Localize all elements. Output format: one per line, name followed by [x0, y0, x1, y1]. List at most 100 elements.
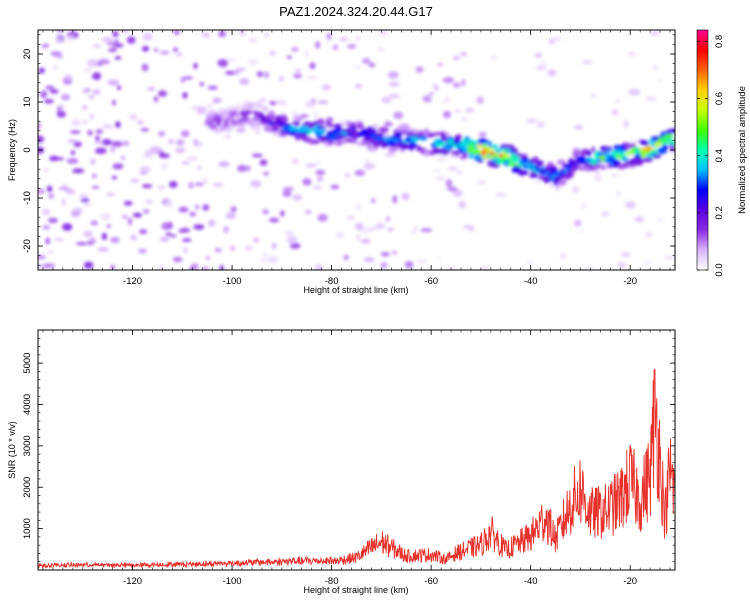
heatmap-cell	[262, 209, 269, 215]
heatmap-cell	[322, 137, 327, 143]
heatmap-cell	[138, 248, 147, 254]
heatmap-cell	[611, 173, 619, 177]
heatmap-cell	[42, 224, 51, 230]
heatmap-cell	[560, 252, 566, 260]
heatmap-cell	[662, 144, 668, 151]
heatmap-cell	[495, 192, 507, 197]
heatmap-cell	[366, 144, 371, 148]
heatmap-cell	[106, 192, 116, 197]
heatmap-cell	[409, 144, 415, 151]
heatmap-cell	[436, 154, 448, 163]
heatmap-cell	[560, 179, 567, 184]
heatmap-cell	[130, 178, 140, 183]
heatmap-cell	[188, 181, 194, 189]
colorbar-tick-label: 0.0	[714, 263, 725, 276]
heatmap-cell	[606, 148, 613, 152]
heatmap-cell	[158, 153, 170, 159]
heatmap-cell	[532, 179, 542, 185]
heatmap-cell	[168, 181, 178, 188]
heatmap-cell	[88, 95, 95, 99]
heatmap-cell	[140, 128, 150, 132]
y-tick-label: 5000	[22, 353, 33, 374]
heatmap-cell	[271, 242, 277, 250]
heatmap-cell	[583, 162, 592, 167]
heatmap-cell	[374, 136, 384, 142]
heatmap-cell	[397, 138, 404, 145]
heatmap-cell	[191, 263, 199, 270]
heatmap-cell	[305, 100, 316, 108]
snr-y-axis-label: SNR (10 * v/v)	[7, 421, 17, 479]
heatmap-cell	[302, 178, 312, 186]
colorbar-gradient	[696, 29, 709, 271]
heatmap-cell	[458, 200, 466, 209]
heatmap-cell	[214, 247, 223, 253]
heatmap-cell	[355, 84, 363, 89]
heatmap-cell	[83, 230, 94, 238]
heatmap-cell	[145, 200, 154, 204]
heatmap-cell	[378, 30, 388, 36]
heatmap-cell	[251, 153, 263, 158]
heatmap-cell	[419, 135, 428, 141]
heatmap-cell	[245, 109, 252, 115]
heatmap-cell	[279, 76, 284, 82]
heatmap-cell	[594, 171, 601, 176]
x-tick-label: -80	[325, 276, 339, 287]
heatmap-cell	[101, 139, 112, 146]
heatmap-cell	[122, 215, 128, 219]
heatmap-cell	[653, 65, 658, 70]
heatmap-cell	[142, 32, 153, 41]
heatmap-cell	[616, 190, 621, 198]
x-tick-label: -60	[424, 576, 438, 587]
heatmap-cell	[645, 95, 657, 102]
heatmap-cell	[586, 150, 592, 157]
heatmap-cell	[591, 146, 596, 154]
heatmap-cell	[87, 130, 93, 136]
heatmap-cell	[362, 140, 372, 145]
snr-ticks: -120 -100 -80 -60 -40 -20 1000 2000 3000 4000 5000	[22, 329, 675, 587]
heatmap-cell	[340, 134, 346, 139]
heatmap-cell	[156, 185, 167, 190]
heatmap-cell	[112, 163, 124, 170]
heatmap-cell	[229, 245, 236, 251]
heatmap-cell	[101, 123, 114, 130]
y-tick-label: -20	[22, 239, 33, 253]
heatmap-cell	[278, 122, 285, 126]
heatmap-cell	[46, 185, 53, 193]
heatmap-cell	[534, 52, 542, 59]
heatmap-cell	[282, 190, 292, 198]
heatmap-cell	[212, 97, 221, 104]
heatmap-cell	[366, 136, 371, 142]
heatmap-cell	[392, 195, 398, 204]
heatmap-cell	[534, 164, 540, 171]
heatmap-cell	[80, 197, 90, 203]
heatmap-cell	[672, 139, 675, 146]
heatmap-cell	[641, 150, 649, 156]
heatmap-cell	[158, 90, 167, 97]
heatmap-cell	[91, 173, 97, 179]
heatmap-cell	[332, 44, 339, 51]
heatmap-cell	[182, 76, 194, 80]
heatmap-cell	[476, 143, 483, 148]
heatmap-cell	[235, 128, 246, 133]
x-tick-label: -80	[325, 576, 339, 587]
heatmap-cell	[205, 255, 210, 261]
heatmap-cell	[172, 256, 183, 263]
heatmap-cell	[452, 82, 461, 88]
heatmap-cell	[364, 159, 371, 163]
heatmap-cell	[278, 101, 287, 106]
heatmap-cell	[477, 180, 487, 185]
heatmap-cell	[223, 121, 230, 128]
heatmap-cell	[100, 213, 112, 221]
heatmap-cell	[335, 232, 345, 239]
heatmap-cell	[164, 199, 173, 208]
heatmap-cell	[179, 227, 191, 233]
heatmap-cell	[141, 63, 149, 72]
heatmap-cell	[55, 37, 64, 44]
x-tick-label: -60	[424, 276, 438, 287]
heatmap-cell	[445, 132, 450, 136]
heatmap-cell	[395, 128, 404, 133]
heatmap-cell	[141, 184, 153, 189]
heatmap-cell	[255, 130, 261, 135]
heatmap-cell	[355, 234, 361, 241]
